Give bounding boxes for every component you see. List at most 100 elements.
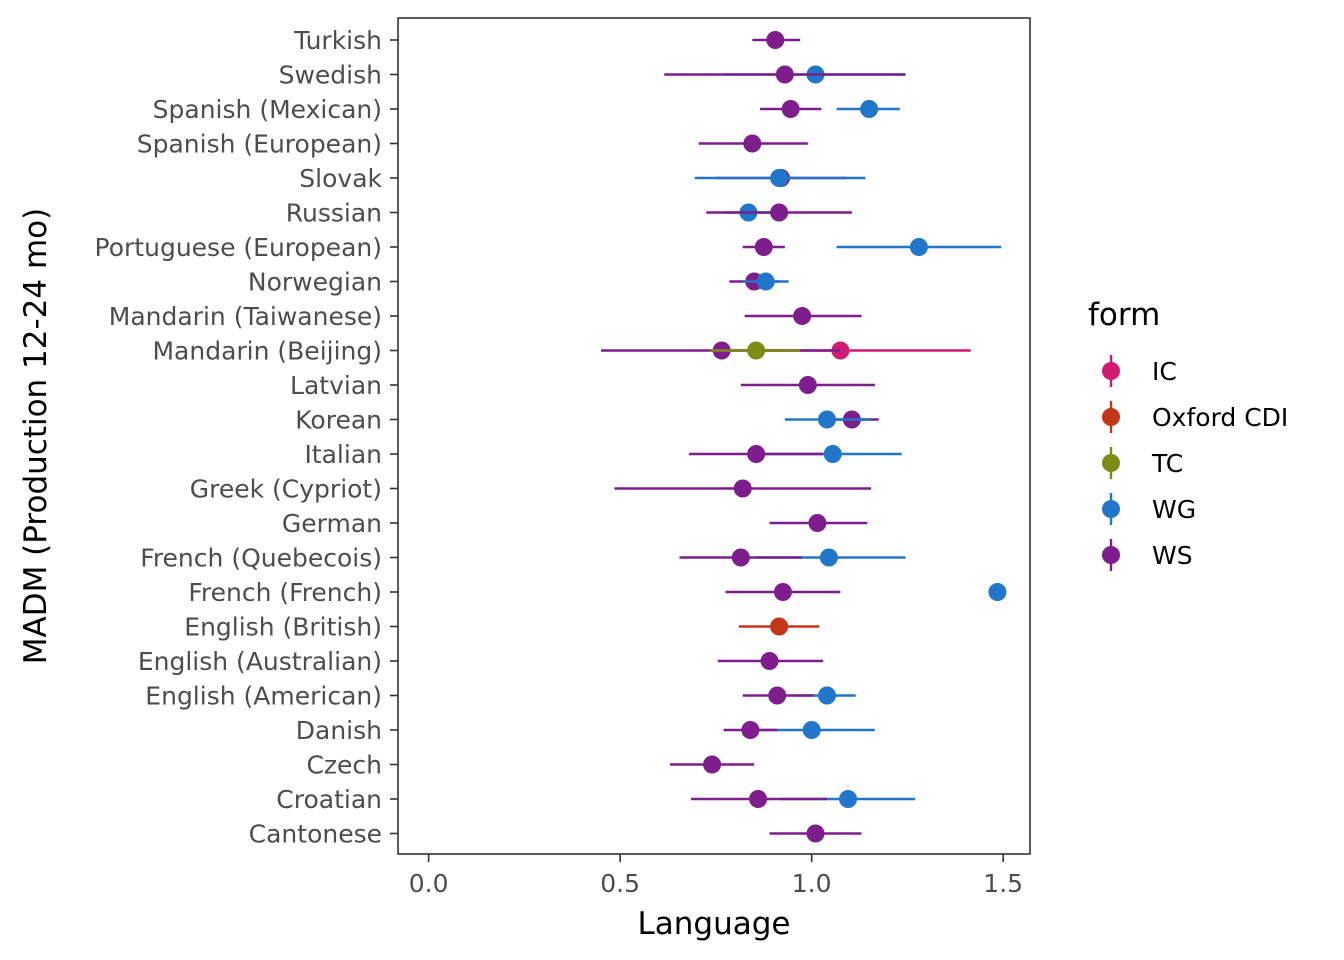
point-tc bbox=[710, 341, 801, 360]
data-point bbox=[839, 790, 858, 808]
point-ws bbox=[689, 445, 824, 463]
y-tick-label: German bbox=[282, 509, 382, 538]
point-ws bbox=[679, 548, 803, 567]
y-tick-label: Korean bbox=[295, 406, 382, 435]
data-point bbox=[743, 134, 762, 153]
data-point bbox=[741, 721, 760, 739]
y-tick-label: Mandarin (Taiwanese) bbox=[109, 302, 382, 331]
point-ws bbox=[669, 755, 755, 774]
data-point bbox=[817, 410, 836, 429]
y-tick-label: Portuguese (European) bbox=[95, 233, 382, 262]
y-tick-label: French (Quebecois) bbox=[140, 544, 382, 573]
point-ws bbox=[723, 721, 778, 739]
y-tick-label: French (French) bbox=[188, 578, 382, 607]
y-tick-label: Italian bbox=[304, 440, 382, 469]
data-point bbox=[806, 824, 825, 843]
point-ws bbox=[614, 479, 872, 498]
point-ws bbox=[725, 583, 841, 601]
y-tick-label: Swedish bbox=[279, 61, 382, 90]
point-ws bbox=[706, 203, 852, 222]
point-ws bbox=[769, 514, 868, 532]
legend-entry: IC bbox=[1102, 355, 1177, 387]
y-axis: Turkish Swedish Spanish (Mexican) Spanish (… bbox=[95, 26, 398, 849]
point-ws bbox=[752, 31, 801, 49]
point-ws bbox=[742, 238, 785, 256]
point-ws bbox=[691, 790, 827, 808]
point-wg bbox=[742, 272, 789, 291]
legend-key-point bbox=[1102, 546, 1120, 564]
data-point bbox=[909, 238, 928, 256]
y-tick-label: English (Australian) bbox=[138, 647, 382, 676]
point-oxford-cdi bbox=[738, 617, 820, 636]
legend-entry: WS bbox=[1102, 539, 1193, 571]
y-tick-label: Czech bbox=[306, 751, 382, 780]
y-tick-label: Danish bbox=[296, 716, 382, 745]
data-point bbox=[781, 100, 800, 118]
data-point bbox=[756, 272, 775, 291]
x-tick-label: 1.5 bbox=[983, 869, 1023, 898]
data-point bbox=[770, 203, 789, 222]
point-ws bbox=[664, 65, 906, 84]
chart-marks bbox=[601, 31, 1007, 843]
x-axis-title: Language bbox=[638, 906, 791, 942]
data-point bbox=[988, 583, 1007, 601]
data-point bbox=[770, 169, 789, 187]
data-point bbox=[749, 790, 768, 808]
point-wg bbox=[784, 410, 872, 429]
data-point bbox=[860, 100, 879, 118]
data-point bbox=[747, 445, 766, 463]
point-ws bbox=[769, 824, 862, 843]
legend-label: WS bbox=[1152, 541, 1193, 570]
data-point bbox=[731, 548, 750, 567]
data-point bbox=[817, 686, 836, 705]
x-tick-label: 1.0 bbox=[792, 869, 832, 898]
point-wg bbox=[694, 169, 866, 187]
y-tick-label: English (American) bbox=[145, 682, 382, 711]
legend-label: TC bbox=[1151, 449, 1183, 478]
data-point bbox=[754, 238, 773, 256]
point-ws bbox=[698, 134, 808, 153]
y-tick-label: English (British) bbox=[184, 613, 382, 642]
point-wg bbox=[836, 100, 900, 118]
legend-label: IC bbox=[1152, 357, 1177, 386]
y-tick-label: Greek (Cypriot) bbox=[190, 475, 382, 504]
data-point bbox=[773, 583, 792, 601]
data-point bbox=[760, 652, 779, 670]
legend-entry: Oxford CDI bbox=[1102, 401, 1288, 433]
y-tick-label: Spanish (European) bbox=[137, 130, 382, 159]
y-tick-label: Cantonese bbox=[249, 820, 382, 849]
y-tick-label: Latvian bbox=[290, 371, 382, 400]
x-tick-label: 0.0 bbox=[409, 869, 449, 898]
legend-key-point bbox=[1102, 408, 1120, 426]
data-point bbox=[819, 548, 838, 567]
data-point bbox=[798, 376, 817, 394]
point-wg bbox=[988, 583, 1007, 601]
data-point bbox=[733, 479, 752, 498]
y-tick-label: Spanish (Mexican) bbox=[153, 95, 382, 124]
point-ws bbox=[740, 376, 875, 394]
data-point bbox=[770, 617, 789, 636]
x-axis: 0.0 0.5 1.0 1.5 bbox=[409, 854, 1023, 898]
legend-key-point bbox=[1102, 362, 1120, 380]
data-point bbox=[768, 686, 787, 705]
data-point bbox=[808, 514, 827, 532]
y-tick-label: Turkish bbox=[293, 26, 382, 55]
point-ws bbox=[717, 652, 824, 670]
data-point bbox=[775, 65, 794, 84]
data-point bbox=[766, 31, 785, 49]
legend-key-point bbox=[1102, 454, 1120, 472]
data-point bbox=[802, 721, 821, 739]
y-tick-label: Russian bbox=[286, 199, 382, 228]
x-tick-label: 0.5 bbox=[600, 869, 640, 898]
y-tick-label: Mandarin (Beijing) bbox=[152, 337, 382, 366]
data-point bbox=[823, 445, 842, 463]
plot-panel bbox=[397, 17, 1031, 855]
legend-label: Oxford CDI bbox=[1152, 403, 1288, 432]
data-point bbox=[703, 755, 722, 774]
legend-entry: WG bbox=[1102, 493, 1196, 525]
point-ws bbox=[759, 100, 822, 118]
y-tick-label: Slovak bbox=[299, 164, 382, 193]
legend-key-point bbox=[1102, 500, 1120, 518]
legend-entry: TC bbox=[1102, 447, 1183, 479]
